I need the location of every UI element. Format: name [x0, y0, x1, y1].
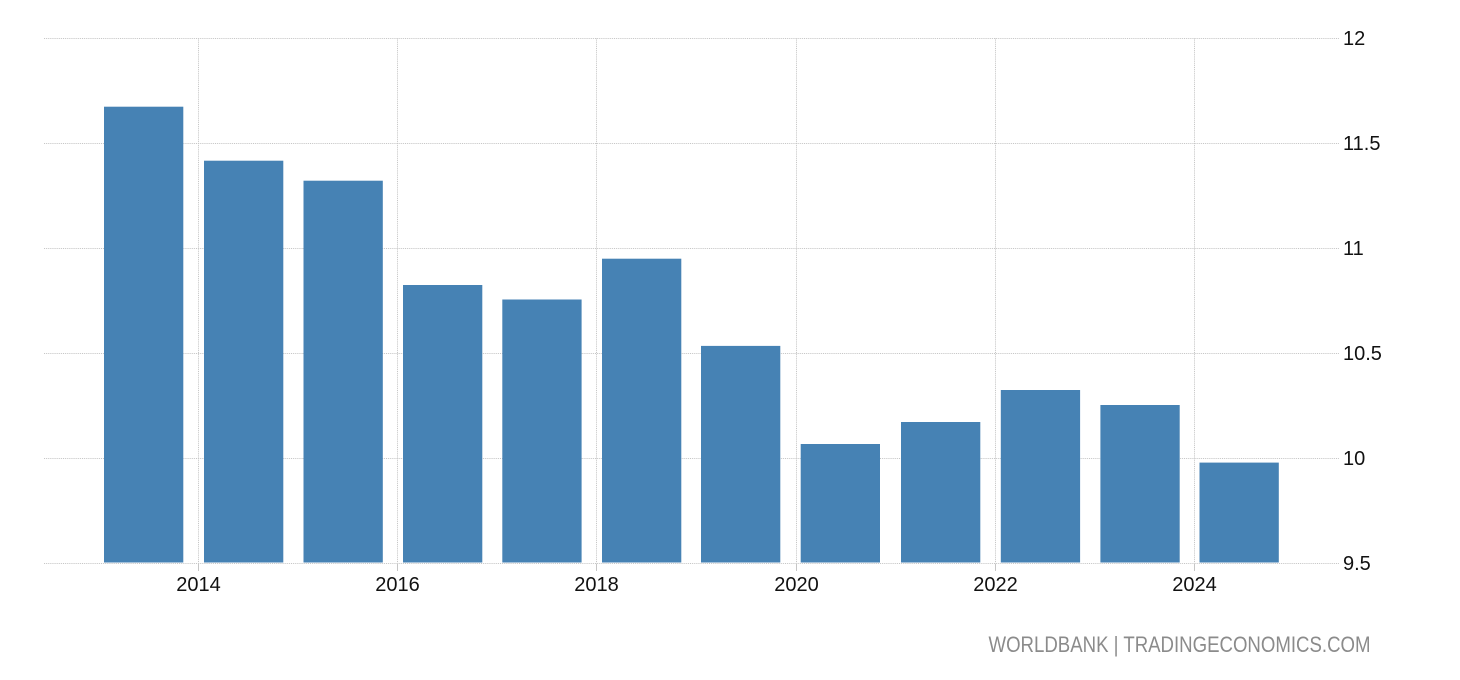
svg-text:2024: 2024	[1172, 574, 1217, 596]
svg-text:2014: 2014	[176, 574, 221, 596]
svg-text:2018: 2018	[574, 574, 619, 596]
svg-text:11.5: 11.5	[1343, 133, 1380, 155]
svg-text:2022: 2022	[973, 574, 1018, 596]
svg-text:10: 10	[1343, 448, 1365, 470]
svg-text:2020: 2020	[774, 574, 819, 596]
svg-text:11: 11	[1343, 238, 1364, 260]
svg-text:9.5: 9.5	[1343, 553, 1371, 575]
svg-text:10.5: 10.5	[1343, 343, 1382, 365]
svg-text:2016: 2016	[375, 574, 420, 596]
svg-text:WORLDBANK | TRADINGECONOMICS.C: WORLDBANK | TRADINGECONOMICS.COM	[989, 632, 1371, 657]
svg-text:12: 12	[1343, 28, 1365, 50]
